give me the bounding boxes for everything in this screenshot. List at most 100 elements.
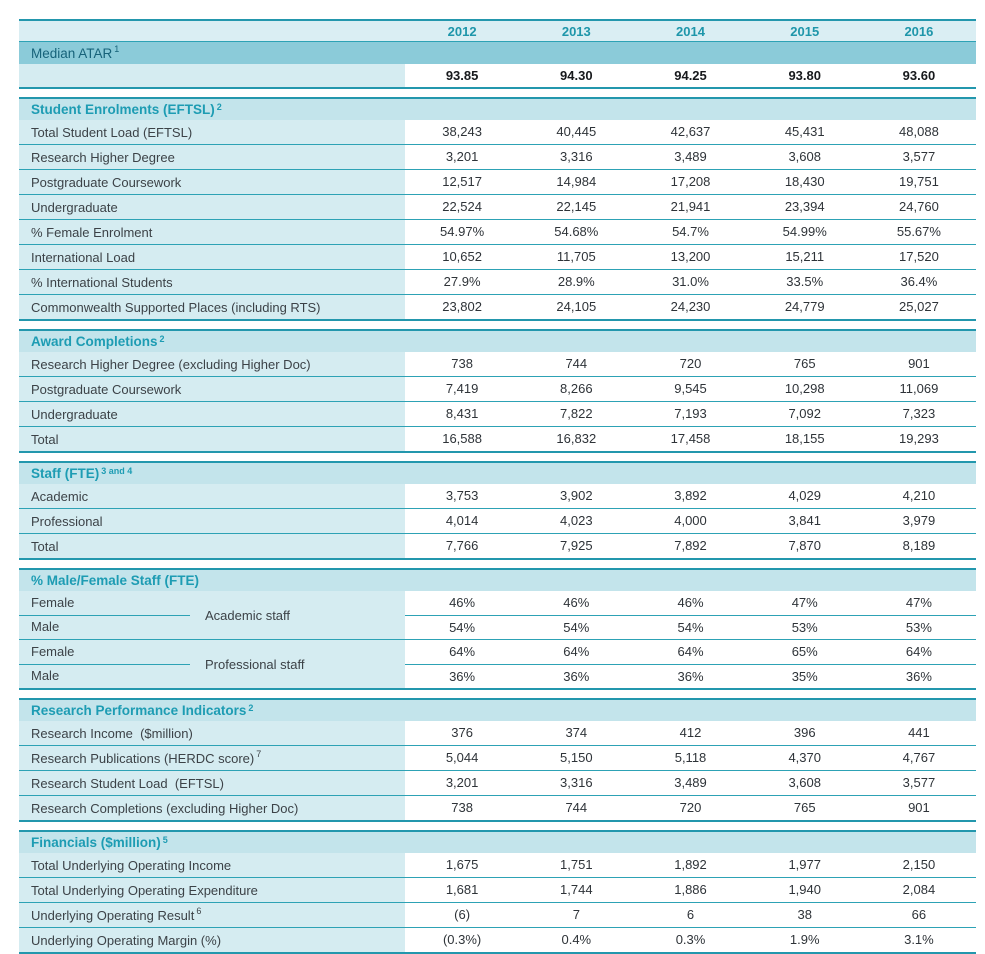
table-row: 46% 46% 46% 47% 47% xyxy=(405,591,976,615)
row-label: Undergraduate xyxy=(19,402,405,426)
value-cell: 3,979 xyxy=(902,513,936,528)
value-cell: 94.30 xyxy=(560,68,593,83)
value-cell: 738 xyxy=(451,356,473,371)
value-cell: 36% xyxy=(563,669,590,684)
value-cell: 4,014 xyxy=(445,513,479,528)
section-title: Median ATAR xyxy=(31,45,113,61)
value-cell: 3,316 xyxy=(560,775,593,790)
section-title: Research Performance Indicators xyxy=(31,703,247,718)
section-male-female-staff-fte: % Male/Female Staff (FTE) Female Male Acade… xyxy=(19,568,976,690)
section-header: Research Performance Indicators 2 xyxy=(19,700,976,721)
value-cell: 1,940 xyxy=(788,882,821,897)
section-header-median-atar: Median ATAR 1 xyxy=(19,42,976,64)
value-cell: 3,201 xyxy=(445,775,479,790)
group-label: Professional staff xyxy=(205,656,305,672)
section-financials-million: Financials ($million) 5 Total Underlying O… xyxy=(19,830,976,954)
value-cell: 744 xyxy=(565,356,588,371)
value-cell: 54.99% xyxy=(782,224,827,239)
value-cell: 8,431 xyxy=(445,406,479,421)
value-cell: 54% xyxy=(563,620,590,635)
value-cell: 376 xyxy=(451,725,473,740)
value-cell: 18,430 xyxy=(784,174,825,189)
value-cell: 93.80 xyxy=(788,68,821,83)
value-cell: 36% xyxy=(677,669,704,684)
row-label-text: Total xyxy=(31,431,59,447)
value-cell: 17,208 xyxy=(670,174,711,189)
value-cell: 3.1% xyxy=(904,932,934,947)
table-row: Total 16,588 16,832 17,458 18,155 19,293 xyxy=(19,426,976,451)
value-cell: 3,201 xyxy=(445,149,479,164)
value-cell: 3,489 xyxy=(674,149,707,164)
value-cell: 64% xyxy=(449,644,476,659)
table-row: 64% 64% 64% 65% 64% xyxy=(405,640,976,664)
value-cell: 24,779 xyxy=(784,299,825,314)
row-label-text: Total xyxy=(31,538,59,554)
value-cell: 54.97% xyxy=(440,224,485,239)
section-title: Award Completions xyxy=(31,334,158,349)
value-cell: 47% xyxy=(791,595,818,610)
value-cell: 42,637 xyxy=(670,124,711,139)
value-cell: 18,155 xyxy=(784,431,825,446)
value-cell: 55.67% xyxy=(896,224,941,239)
row-label: Postgraduate Coursework xyxy=(19,170,405,194)
footnote-marker: 6 xyxy=(196,906,202,916)
value-cell: 28.9% xyxy=(557,274,595,289)
value-cell: 19,293 xyxy=(899,431,939,446)
section-title: Financials ($million) xyxy=(31,835,161,850)
value-cell: 765 xyxy=(793,356,816,371)
value-cell: 27.9% xyxy=(443,274,481,289)
value-cell: 1,744 xyxy=(560,882,593,897)
section-header: % Male/Female Staff (FTE) xyxy=(19,570,976,591)
row-label-text: Female xyxy=(31,644,75,659)
annual-statistics-table: 2012 2013 2014 2015 2016 Median ATAR 1 93… xyxy=(19,19,976,954)
value-cell: 46% xyxy=(449,595,476,610)
value-cell: 3,316 xyxy=(560,149,593,164)
row-label-text: Male xyxy=(31,668,60,683)
value-cell: 4,767 xyxy=(902,750,936,765)
value-cell: 744 xyxy=(565,800,588,815)
footnote-marker: 5 xyxy=(162,834,168,845)
value-cell: 31.0% xyxy=(672,274,709,289)
value-cell: 3,902 xyxy=(560,488,593,503)
value-cell: 53% xyxy=(791,620,818,635)
bracket-divider xyxy=(19,615,190,616)
value-cell: 93.85 xyxy=(445,68,479,83)
value-cell: (6) xyxy=(454,907,471,922)
value-cell: 22,145 xyxy=(556,199,597,214)
value-cell: 22,524 xyxy=(442,199,482,214)
row-label: Professional xyxy=(19,509,405,533)
row-label: Total Student Load (EFTSL) xyxy=(19,120,405,144)
row-label-text: Research Student Load (EFTSL) xyxy=(31,775,224,791)
value-cell: 4,000 xyxy=(674,513,707,528)
table-row: Postgraduate Coursework 12,517 14,984 17,20… xyxy=(19,169,976,194)
pair-value-rows: 64% 64% 64% 65% 64% 36% 36% 36% 35% 36% xyxy=(405,640,976,688)
value-cell: 48,088 xyxy=(899,124,939,139)
table-row: International Load 10,652 11,705 13,200 15,2… xyxy=(19,244,976,269)
value-cell: 11,705 xyxy=(556,249,596,264)
table-row: Research Student Load (EFTSL) 3,201 3,316 3… xyxy=(19,770,976,795)
footnote-marker: 1 xyxy=(114,44,120,54)
value-cell: 1,681 xyxy=(445,882,479,897)
value-cell: 4,370 xyxy=(788,750,821,765)
year-cell-2013: 2013 xyxy=(561,23,591,39)
row-label-text: Research Higher Degree (excluding Higher… xyxy=(31,356,311,372)
row-label-text: Underlying Operating Margin (%) xyxy=(31,932,222,948)
value-cell: 33.5% xyxy=(786,274,824,289)
value-cell: 64% xyxy=(563,644,590,659)
row-label-text: Research Completions (excluding Higher D… xyxy=(31,800,299,816)
value-cell: 1,886 xyxy=(674,882,707,897)
table-row: Total 7,766 7,925 7,892 7,870 8,189 xyxy=(19,533,976,558)
value-cell: 374 xyxy=(565,725,588,740)
staff-gender-pair-academic-staff: Female Male Academic staff 46% 46% 46% 47% 47% 5… xyxy=(19,591,976,639)
row-label-text: Undergraduate xyxy=(31,406,118,422)
value-cell: 46% xyxy=(677,595,704,610)
value-cell: 765 xyxy=(793,800,816,815)
row-label-text: Total Student Load (EFTSL) xyxy=(31,124,193,140)
row-label: Research Income ($million) xyxy=(19,721,405,745)
table-row: % International Students 27.9% 28.9% 31.0% 3… xyxy=(19,269,976,294)
row-label: Underlying Operating Margin (%) xyxy=(19,928,405,952)
value-cell: 11,069 xyxy=(899,381,939,396)
table-row: Undergraduate 22,524 22,145 21,941 23,394 24,… xyxy=(19,194,976,219)
value-cell: 16,832 xyxy=(556,431,597,446)
value-cell: 21,941 xyxy=(670,199,711,214)
